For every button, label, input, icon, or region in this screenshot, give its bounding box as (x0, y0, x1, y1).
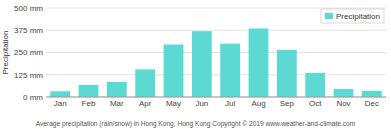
bar (135, 69, 155, 97)
y-tick-label: 500 mm (14, 4, 43, 13)
x-tick-label: Dec (365, 99, 379, 108)
y-axis-label: Precipitation (1, 30, 10, 74)
bar (277, 50, 297, 97)
bars (50, 28, 382, 97)
bar (249, 28, 269, 97)
bar (79, 85, 99, 97)
y-tick-label: 250 mm (14, 48, 43, 57)
y-tick-label: 375 mm (14, 26, 43, 35)
x-tick-label: Jun (195, 99, 208, 108)
grid-line (46, 52, 386, 53)
x-tick-label: May (166, 99, 181, 108)
x-tick-label: Sep (280, 99, 295, 108)
bar (334, 89, 354, 97)
y-tick-label: 125 mm (14, 71, 43, 80)
grid-line (46, 74, 386, 75)
bar (305, 73, 325, 97)
bar (192, 31, 212, 97)
x-tick-label: Mar (110, 99, 124, 108)
x-tick-label: Jan (54, 99, 67, 108)
legend-frame (321, 9, 384, 23)
legend-swatch (325, 13, 333, 19)
x-tick-label: Oct (309, 99, 322, 108)
x-tick-label: Nov (336, 99, 350, 108)
bar (107, 82, 127, 97)
bar (164, 44, 184, 97)
bar (50, 91, 70, 97)
legend: Precipitation (321, 9, 384, 23)
bar (362, 91, 382, 97)
caption: Average precipitation (rain/snow) in Hon… (36, 120, 356, 128)
y-tick-label: 0 mm (23, 93, 43, 102)
legend-label: Precipitation (336, 12, 380, 21)
x-tick-label: Feb (82, 99, 96, 108)
grid-line (46, 30, 386, 31)
x-tick-label: Jul (225, 99, 235, 108)
x-tick-label: Aug (251, 99, 265, 108)
x-axis-line (46, 97, 386, 98)
grid-line (46, 8, 386, 9)
grid-line (46, 97, 386, 98)
bar (220, 44, 240, 97)
chart: 0 mm 125 mm 250 mm 375 mm 500 mm Jan Feb Mar Apr… (0, 0, 391, 129)
x-tick-label: Apr (139, 99, 152, 108)
